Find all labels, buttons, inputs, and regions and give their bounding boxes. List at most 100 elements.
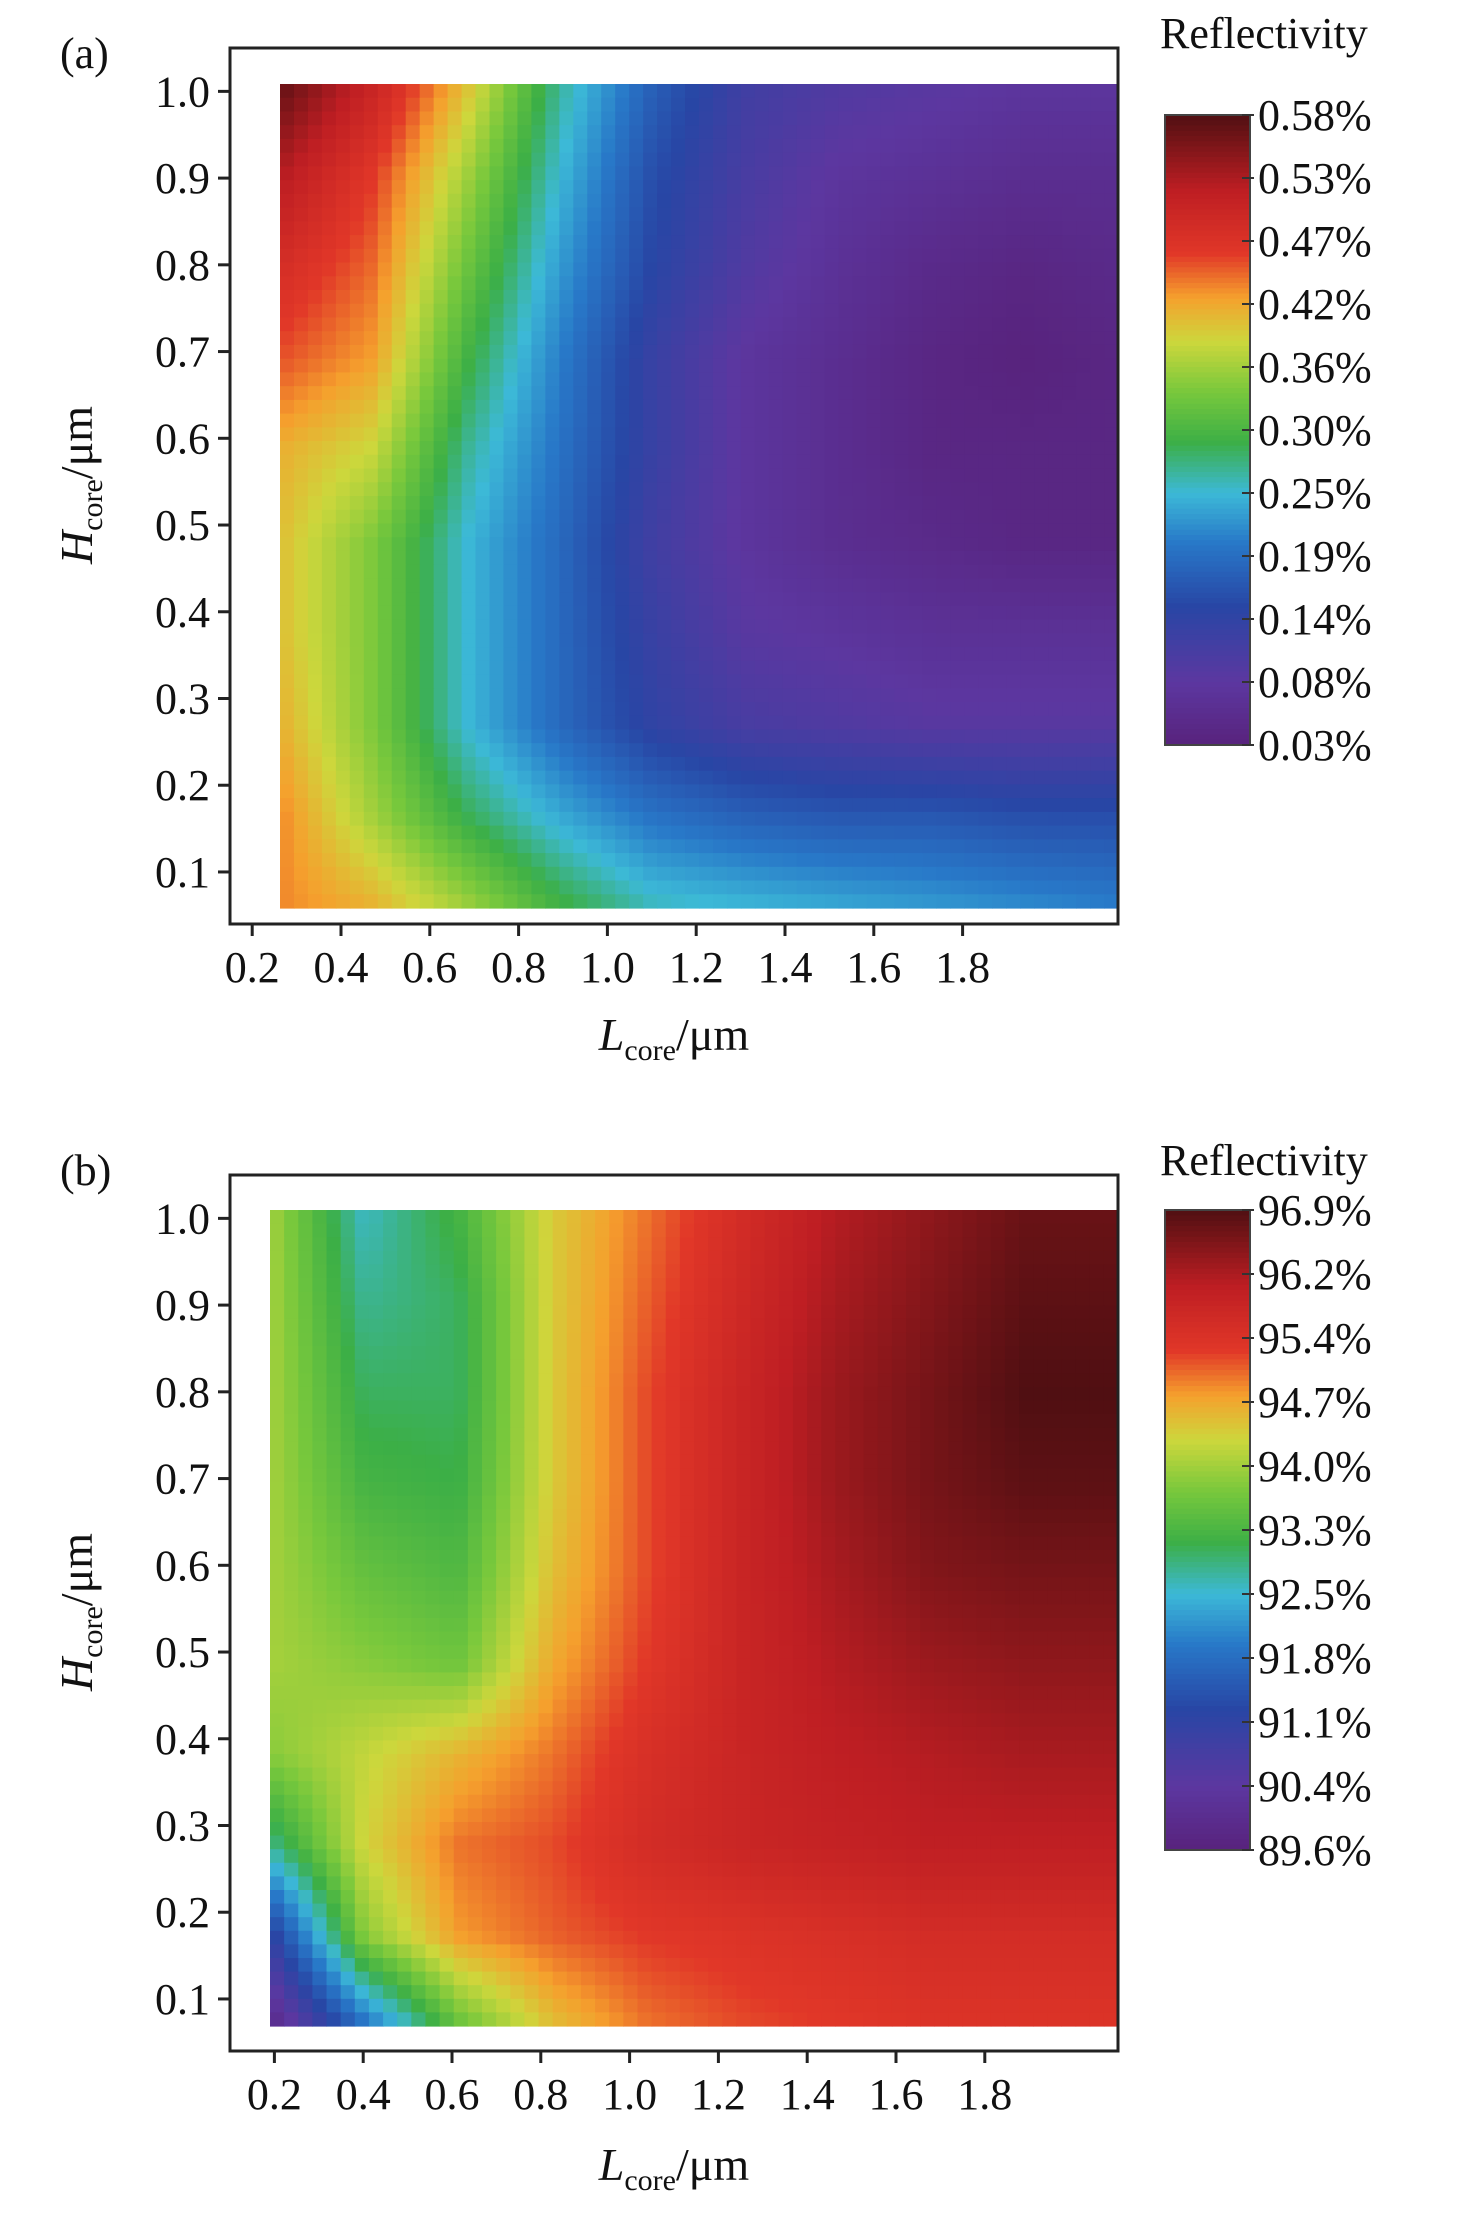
heatmap-cell: [1062, 399, 1077, 415]
heatmap-cell: [936, 839, 951, 854]
heatmap-cell: [964, 619, 979, 634]
heatmap-cell: [962, 1318, 978, 1333]
heatmap-cell: [740, 839, 756, 854]
heatmap-cell: [810, 715, 826, 731]
heatmap-cell: [1033, 1237, 1048, 1252]
heatmap-cell: [447, 633, 463, 648]
heatmap-cell: [354, 1427, 370, 1442]
heatmap-cell: [349, 84, 365, 99]
heatmap-cell: [948, 1386, 964, 1401]
heatmap-cell: [962, 1414, 978, 1429]
heatmap-cell: [433, 344, 449, 360]
heatmap-cell: [849, 1210, 865, 1225]
heatmap-cell: [1034, 688, 1049, 703]
heatmap-cell: [922, 825, 938, 840]
heatmap-cell: [461, 111, 477, 126]
heatmap-cell: [665, 1278, 681, 1293]
colorbar-segment: [1165, 214, 1250, 221]
colorbar-segment: [1165, 487, 1250, 494]
heatmap-cell: [685, 399, 700, 415]
heatmap-cell: [545, 550, 560, 566]
heatmap-cell: [764, 1400, 780, 1415]
heatmap-cell: [750, 1400, 766, 1415]
heatmap-cell: [1006, 537, 1021, 552]
heatmap-cell: [712, 770, 728, 785]
heatmap-cell: [810, 756, 826, 772]
heatmap-cell: [964, 468, 979, 483]
heatmap-cell: [307, 853, 323, 868]
heatmap-cell: [880, 97, 896, 113]
heatmap-cell: [643, 853, 658, 868]
heatmap-cell: [992, 248, 1007, 264]
heatmap-cell: [601, 592, 616, 607]
heatmap-cell: [736, 1373, 752, 1388]
colorbar-segment: [1165, 739, 1250, 746]
heatmap-cell: [950, 839, 965, 854]
heatmap-cell: [782, 262, 798, 277]
heatmap-cell: [685, 715, 700, 731]
colorbar-segment: [1165, 335, 1250, 342]
colorbar-segment: [1165, 120, 1250, 127]
heatmap-cell: [391, 592, 407, 607]
colorbar-segment: [1165, 445, 1250, 452]
heatmap-cell: [740, 633, 756, 648]
heatmap-cell: [1048, 317, 1063, 332]
heatmap-cell: [609, 1318, 624, 1333]
heatmap-cell: [990, 1468, 1006, 1483]
heatmap-cell: [559, 550, 574, 566]
heatmap-cell: [1006, 715, 1021, 731]
heatmap-cell: [433, 413, 449, 428]
heatmap-cell: [908, 331, 924, 346]
heatmap-cell: [637, 1441, 653, 1456]
heatmap-cell: [922, 454, 938, 470]
heatmap-cell: [601, 262, 616, 277]
heatmap-cell: [419, 427, 435, 442]
heatmap-cell: [335, 468, 351, 483]
heatmap-cell: [796, 866, 812, 882]
heatmap-cell: [671, 564, 686, 579]
heatmap-cell: [377, 441, 393, 456]
heatmap-cell: [637, 1318, 653, 1333]
heatmap-cell: [1090, 894, 1105, 909]
heatmap-cell: [657, 166, 672, 181]
heatmap-cell: [531, 207, 546, 222]
heatmap-cell: [936, 550, 951, 566]
heatmap-cell: [363, 180, 379, 195]
heatmap-cell: [559, 605, 574, 621]
heatmap-cell: [601, 303, 616, 319]
heatmap-cell: [573, 358, 588, 373]
heatmap-cell: [712, 97, 728, 113]
heatmap-cell: [768, 468, 784, 483]
heatmap-cell: [447, 180, 463, 195]
heatmap-cell: [764, 1332, 780, 1347]
heatmap-cell: [685, 619, 700, 634]
heatmap-cell: [908, 180, 924, 195]
heatmap-cell: [782, 97, 798, 113]
heatmap-cell: [877, 1414, 893, 1429]
heatmap-cell: [503, 619, 519, 634]
heatmap-cell: [1006, 331, 1021, 346]
heatmap-cell: [950, 344, 965, 360]
colorbar-segment: [1165, 193, 1250, 200]
heatmap-cell: [643, 427, 658, 442]
heatmap-cell: [992, 550, 1007, 566]
heatmap-cell: [615, 537, 630, 552]
heatmap-cell: [559, 248, 574, 264]
heatmap-cell: [824, 303, 840, 319]
heatmap-cell: [750, 1305, 766, 1320]
heatmap-cell: [559, 564, 574, 579]
heatmap-cell: [559, 413, 574, 428]
heatmap-cell: [284, 1400, 299, 1415]
heatmap-cell: [657, 235, 672, 250]
heatmap-cell: [796, 111, 812, 126]
heatmap-cell: [298, 1237, 313, 1252]
heatmap-cell: [1020, 633, 1035, 648]
heatmap-cell: [1090, 303, 1105, 319]
heatmap-cell: [637, 1332, 653, 1347]
heatmap-cell: [340, 1223, 356, 1238]
heatmap-cell: [335, 523, 351, 538]
heatmap-cell: [461, 702, 477, 717]
heatmap-cell: [391, 523, 407, 538]
heatmap-cell: [601, 688, 616, 703]
heatmap-cell: [475, 344, 491, 360]
